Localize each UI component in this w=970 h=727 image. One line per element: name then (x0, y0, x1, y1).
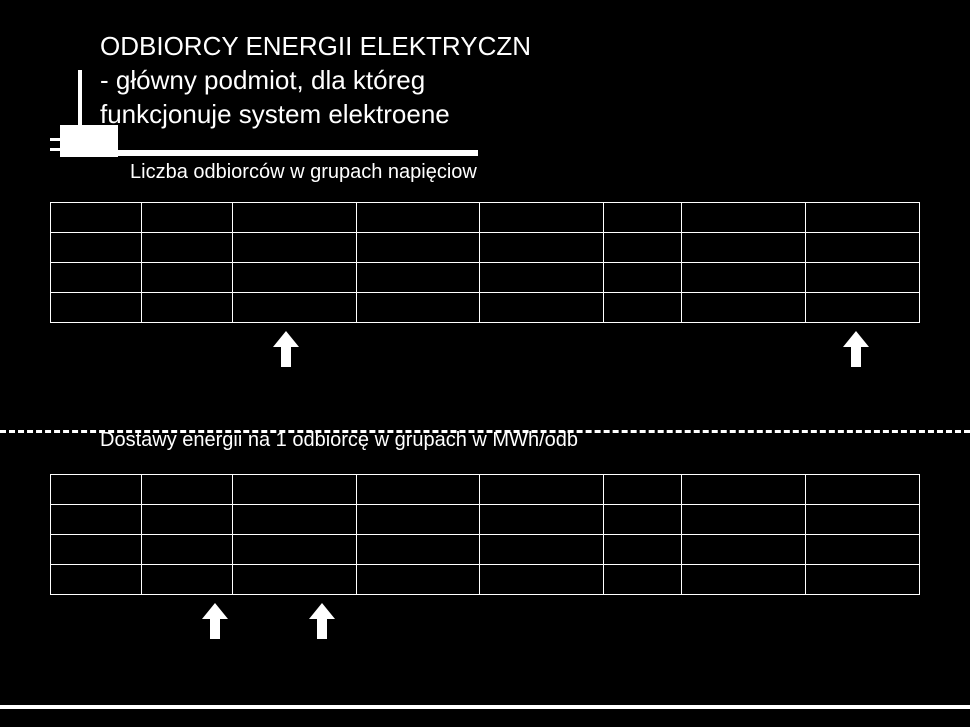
table-cell (142, 535, 233, 565)
table-row (51, 233, 920, 263)
table-cell (682, 475, 805, 505)
table-cell (682, 293, 805, 323)
table-cell (142, 263, 233, 293)
table-row (51, 565, 920, 595)
table-cell (142, 475, 233, 505)
table-cell (51, 293, 142, 323)
table-cell (142, 203, 233, 233)
title-line-1: ODBIORCY ENERGII ELEKTRYCZN (100, 30, 930, 64)
table-row (51, 475, 920, 505)
table-cell (603, 475, 682, 505)
table-cell (805, 263, 919, 293)
table-row (51, 505, 920, 535)
table-cell (233, 293, 356, 323)
title-line-3: funkcjonuje system elektroene (100, 98, 930, 132)
dashed-divider (0, 430, 970, 433)
title-block: ODBIORCY ENERGII ELEKTRYCZN - główny pod… (100, 30, 930, 131)
up-arrow-icon (271, 331, 301, 367)
table-row (51, 293, 920, 323)
table-row (51, 535, 920, 565)
table-cell (356, 263, 479, 293)
table1 (50, 202, 920, 323)
table-cell (682, 233, 805, 263)
arrow-row-2 (40, 603, 930, 641)
table-cell (233, 535, 356, 565)
table-cell (682, 203, 805, 233)
table-cell (356, 233, 479, 263)
table-cell (233, 233, 356, 263)
up-arrow-icon (841, 331, 871, 367)
table-row (51, 263, 920, 293)
slide-container: ODBIORCY ENERGII ELEKTRYCZN - główny pod… (0, 0, 970, 679)
table-cell (142, 233, 233, 263)
table-cell (805, 233, 919, 263)
table-cell (603, 535, 682, 565)
table-cell (603, 505, 682, 535)
table-cell (480, 475, 603, 505)
title-line-2: - główny podmiot, dla któreg (100, 64, 930, 98)
table-cell (51, 263, 142, 293)
table-cell (805, 565, 919, 595)
table-cell (682, 535, 805, 565)
table2 (50, 474, 920, 595)
table-cell (480, 203, 603, 233)
table-cell (142, 565, 233, 595)
table-cell (805, 293, 919, 323)
table-cell (356, 293, 479, 323)
table-cell (603, 203, 682, 233)
arrow-row-1 (40, 331, 930, 369)
table-cell (142, 505, 233, 535)
table-cell (356, 565, 479, 595)
table-cell (51, 475, 142, 505)
table-cell (51, 233, 142, 263)
logo-vertical-bar (78, 70, 82, 130)
table-cell (480, 535, 603, 565)
table-cell (603, 233, 682, 263)
table-cell (233, 263, 356, 293)
table-cell (805, 505, 919, 535)
table-cell (356, 475, 479, 505)
up-arrow-icon (307, 603, 337, 639)
table-cell (356, 505, 479, 535)
table-cell (51, 203, 142, 233)
table-cell (682, 505, 805, 535)
table-cell (233, 203, 356, 233)
table-cell (51, 505, 142, 535)
section2: Dostawy energii na 1 odbiorcę w grupach … (40, 429, 930, 641)
table-cell (356, 203, 479, 233)
table-cell (51, 565, 142, 595)
logo-tick-1 (50, 138, 60, 141)
up-arrow-icon (200, 603, 230, 639)
table-cell (805, 535, 919, 565)
table-cell (682, 565, 805, 595)
table-cell (480, 263, 603, 293)
table-cell (356, 535, 479, 565)
table-cell (480, 293, 603, 323)
table-cell (51, 535, 142, 565)
logo-tick-2 (50, 148, 60, 151)
table-cell (480, 565, 603, 595)
table-cell (805, 475, 919, 505)
table-cell (603, 263, 682, 293)
table-cell (805, 203, 919, 233)
table-cell (480, 233, 603, 263)
title-underline (78, 150, 478, 156)
table-cell (603, 565, 682, 595)
table1-wrap (50, 202, 920, 323)
table-cell (603, 293, 682, 323)
section1-subtitle: Liczba odbiorców w grupach napięciow (130, 161, 930, 184)
table-cell (142, 293, 233, 323)
table-cell (233, 505, 356, 535)
table-cell (233, 475, 356, 505)
table-cell (480, 505, 603, 535)
table-row (51, 203, 920, 233)
bottom-horizontal-line (0, 705, 970, 709)
table-cell (233, 565, 356, 595)
table2-wrap (50, 474, 920, 595)
table-cell (682, 263, 805, 293)
